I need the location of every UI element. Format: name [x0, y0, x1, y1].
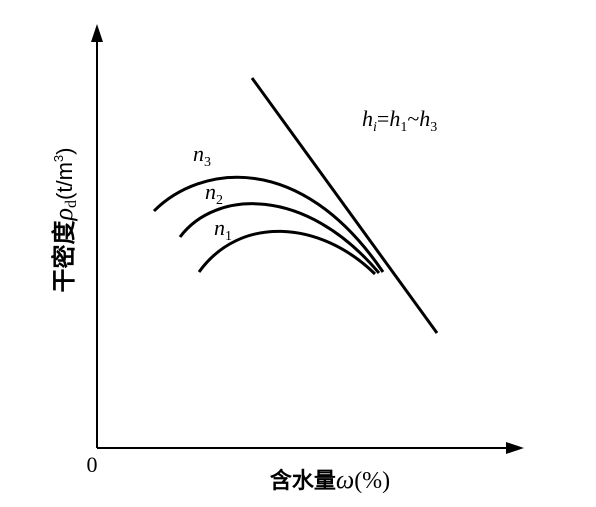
- y-axis-label: 干密度ρd(t/m3): [49, 148, 80, 293]
- x-axis-label: 含水量ω(%): [270, 465, 390, 494]
- y-axis-label-symbol-sub: d: [63, 200, 80, 208]
- x-axis-label-unit: (%): [354, 468, 390, 494]
- y-axis-label-unit-close: ): [52, 148, 77, 155]
- curve-n1-label: n1: [214, 215, 232, 244]
- curve-n2: [178, 202, 381, 274]
- y-axis-label-unit-sup: 3: [51, 155, 66, 162]
- curve-n1: [197, 229, 377, 276]
- curve-n2-label: n2: [205, 179, 223, 208]
- envelope-line: [250, 77, 439, 334]
- origin-label: 0: [87, 452, 98, 477]
- curve-n3-label: n3: [193, 141, 211, 170]
- y-axis-label-unit-open: (t/m: [52, 162, 77, 200]
- x-axis-label-symbol: ω: [336, 465, 354, 494]
- x-axis-label-main: 含水量: [270, 468, 336, 494]
- x-axis-arrow: [506, 442, 524, 454]
- y-axis-label-main: 干密度: [50, 219, 78, 292]
- y-axis-arrow: [91, 24, 103, 42]
- envelope-line-label: hi=h1~h3: [362, 106, 437, 135]
- curve-n3: [152, 175, 385, 273]
- y-axis-label-symbol: ρ: [49, 208, 78, 221]
